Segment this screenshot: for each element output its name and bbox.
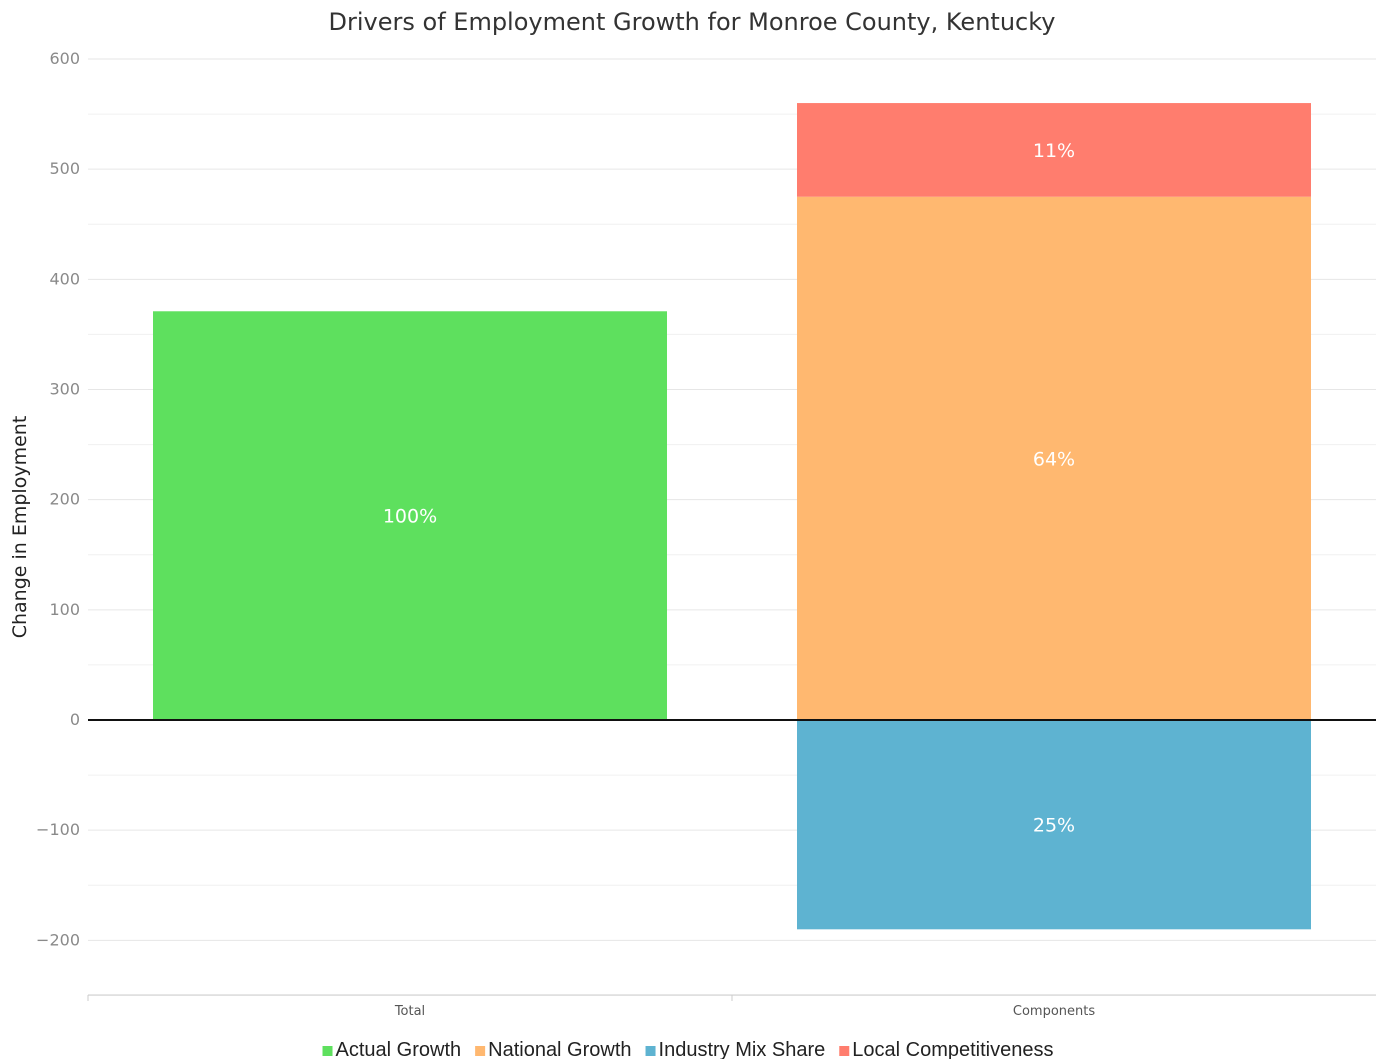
legend-label: National Growth bbox=[488, 1039, 631, 1059]
legend: Actual Growth National Growth Industry Mix… bbox=[322, 1039, 1053, 1059]
legend-item[interactable]: Actual Growth bbox=[322, 1039, 462, 1059]
x-tick-label: Total bbox=[394, 1004, 425, 1019]
y-axis-title: Change in Employment bbox=[9, 416, 31, 639]
legend-label: Actual Growth bbox=[336, 1039, 462, 1059]
legend-label: Industry Mix Share bbox=[659, 1039, 826, 1059]
bar-industry-mix-share bbox=[797, 720, 1311, 930]
y-tick-label: 500 bbox=[49, 159, 80, 178]
legend-label: Local Competitiveness bbox=[852, 1039, 1053, 1059]
legend-swatch bbox=[645, 1046, 656, 1056]
bar-local-competitiveness bbox=[797, 103, 1311, 197]
y-tick-label: 600 bbox=[49, 49, 80, 68]
y-tick-label: −200 bbox=[36, 930, 80, 949]
legend-swatch bbox=[475, 1046, 486, 1056]
data-labels: 100% 64% 25% 11% bbox=[383, 140, 1075, 837]
y-tick-label: 400 bbox=[49, 269, 80, 288]
data-label-national-growth: 64% bbox=[1033, 448, 1075, 470]
y-tick-label: 100 bbox=[49, 600, 80, 619]
legend-swatch bbox=[322, 1046, 333, 1056]
bar-actual-growth bbox=[153, 311, 667, 720]
legend-item[interactable]: National Growth bbox=[475, 1039, 632, 1059]
bars bbox=[153, 103, 1311, 930]
legend-item[interactable]: Industry Mix Share bbox=[645, 1039, 826, 1059]
chart-title: Drivers of Employment Growth for Monroe … bbox=[329, 8, 1056, 36]
x-tick-label: Components bbox=[1013, 1004, 1095, 1019]
y-tick-label: 0 bbox=[70, 710, 80, 729]
data-label-local-competitiveness: 11% bbox=[1033, 140, 1075, 162]
y-tick-label: 300 bbox=[49, 380, 80, 399]
bar-national-growth bbox=[797, 196, 1311, 721]
data-label-actual-growth: 100% bbox=[383, 506, 437, 528]
x-axis: Total Components bbox=[87, 994, 1376, 1019]
y-tick-label: −100 bbox=[36, 820, 80, 839]
legend-swatch bbox=[839, 1046, 850, 1056]
y-axis-ticks: 600 500 400 300 200 100 0 −100 −200 bbox=[36, 49, 80, 949]
legend-item[interactable]: Local Competitiveness bbox=[839, 1039, 1053, 1059]
data-label-industry-mix-share: 25% bbox=[1033, 815, 1075, 837]
y-tick-label: 200 bbox=[49, 490, 80, 509]
